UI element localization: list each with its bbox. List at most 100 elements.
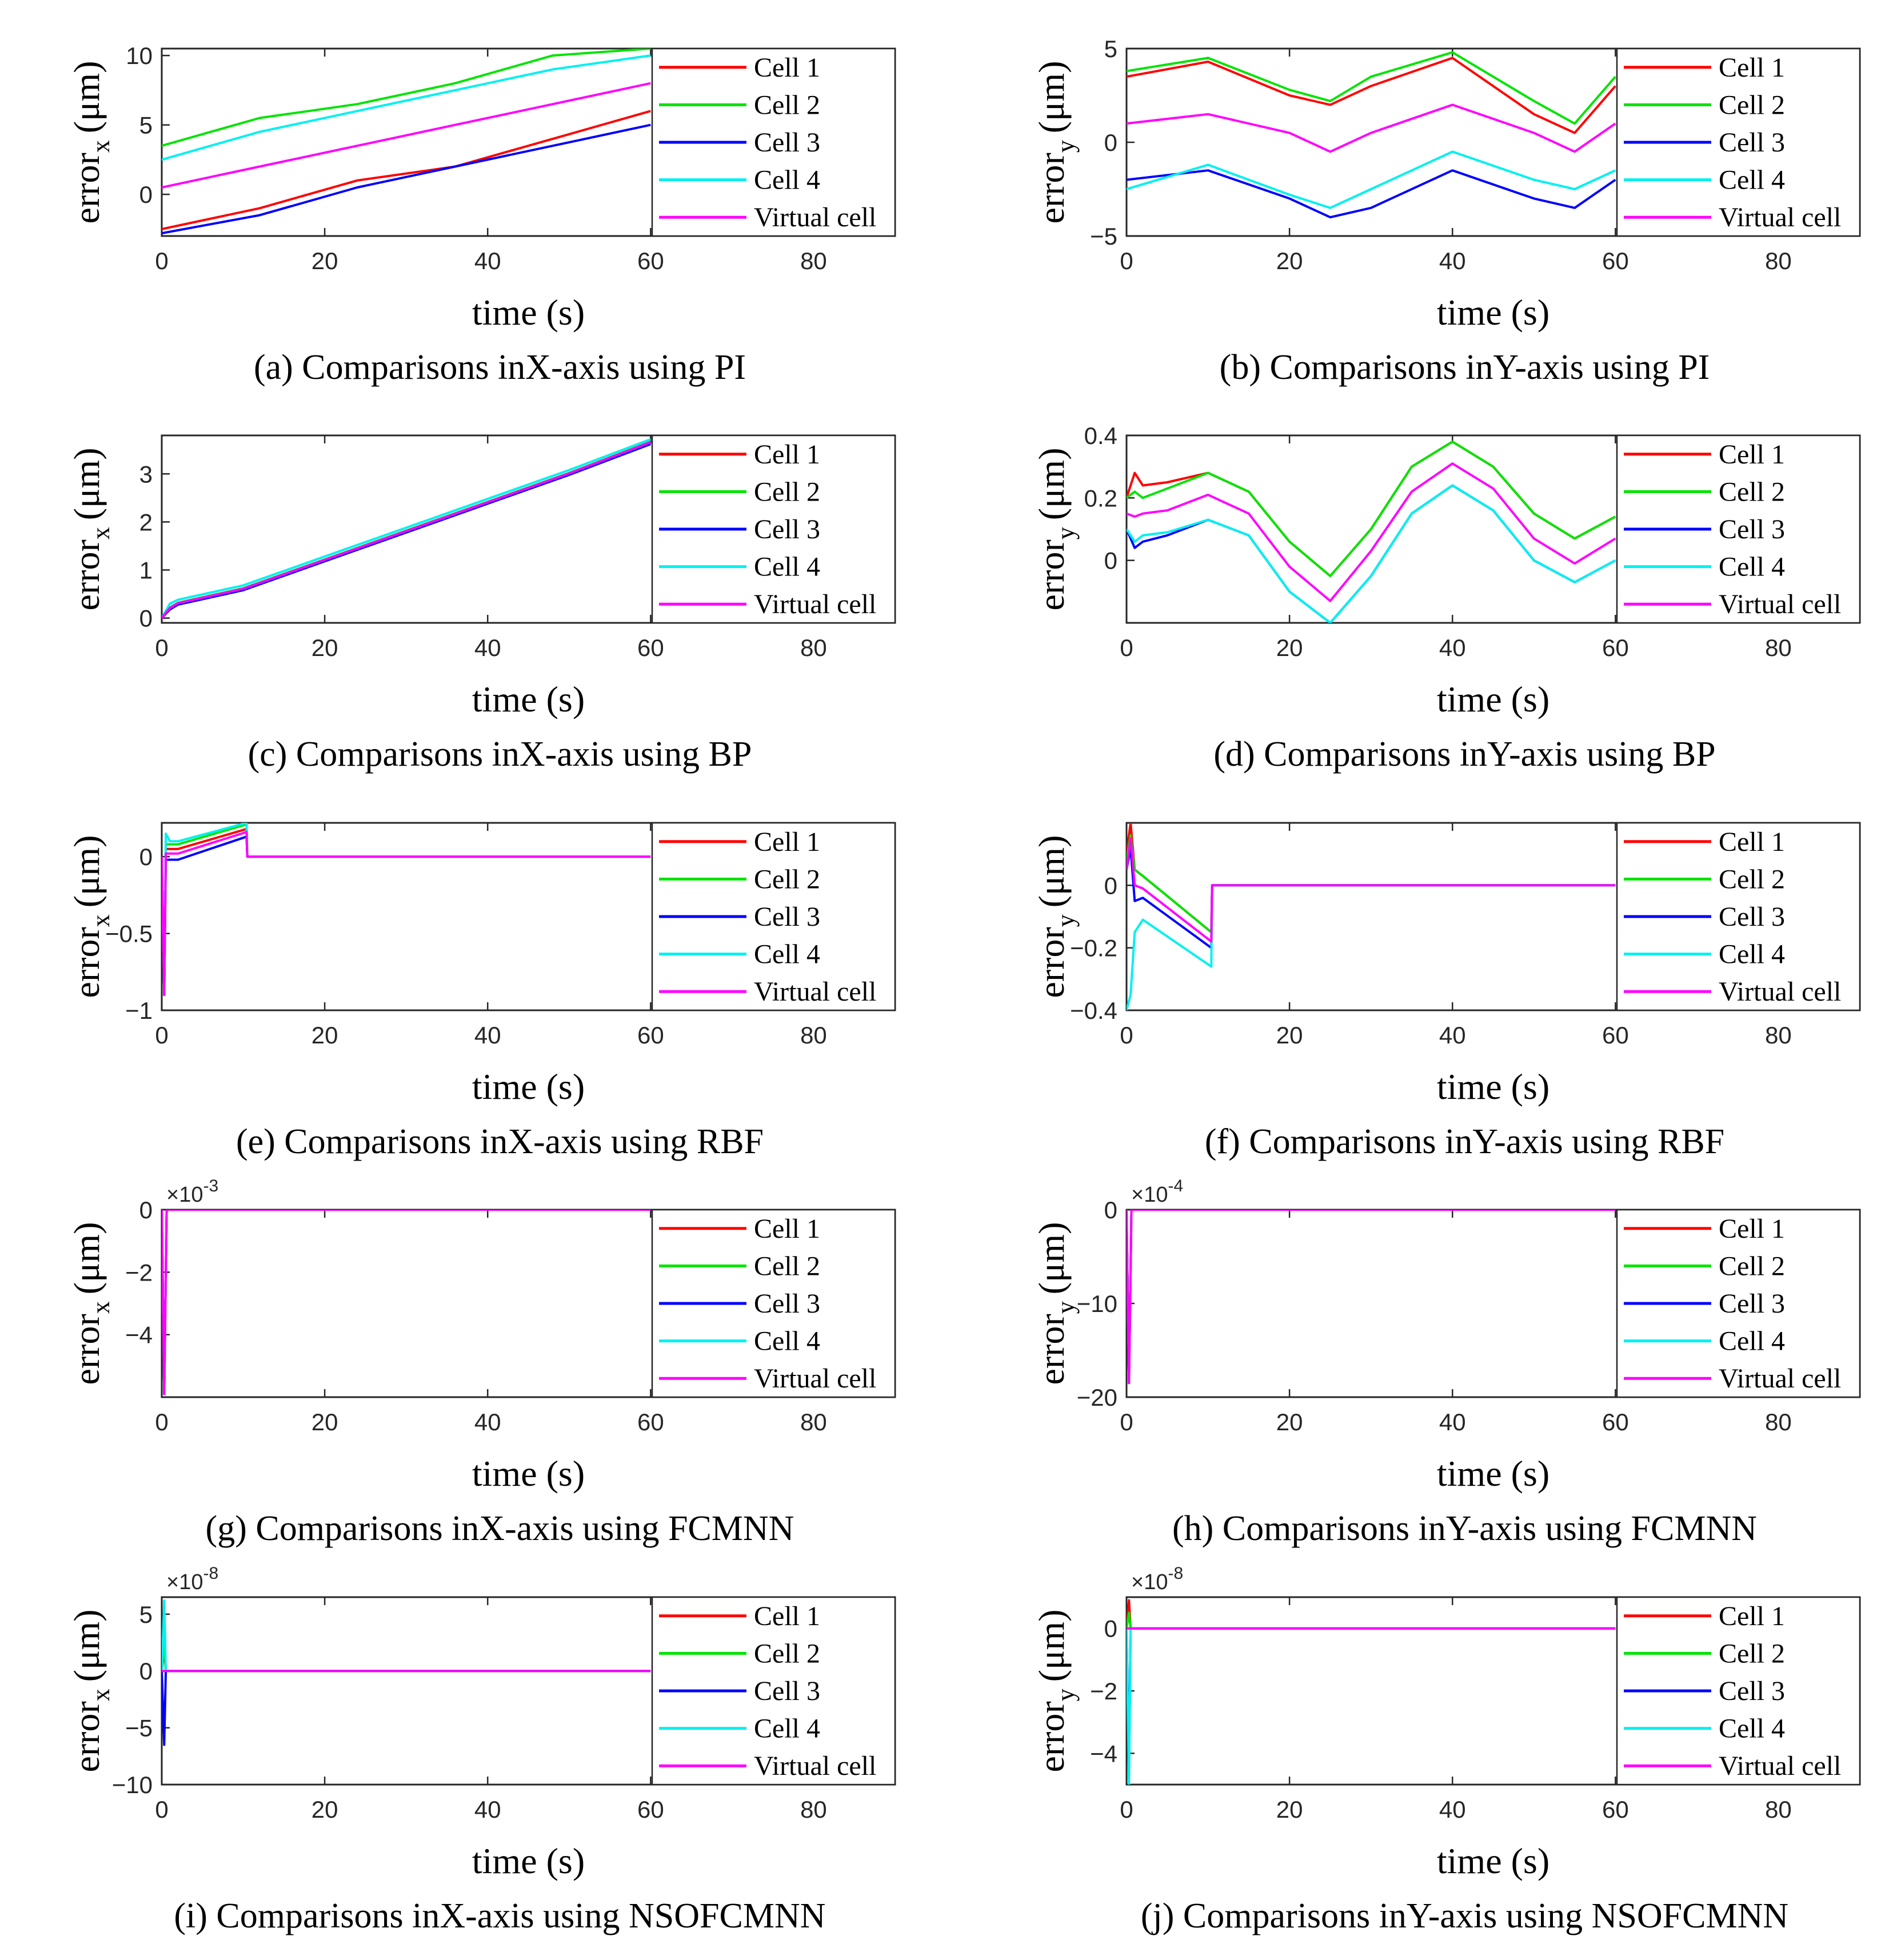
x-tick-label: 0 [155, 1022, 168, 1049]
y-tick-label: −0.5 [105, 921, 153, 947]
x-tick-label: 0 [155, 1409, 168, 1435]
legend-entry: Cell 3 [754, 902, 820, 932]
x-tick-label: 0 [1120, 1022, 1133, 1049]
legend-entry: Cell 4 [754, 1714, 820, 1744]
legend-entry: Cell 4 [1719, 165, 1785, 195]
legend-entry: Cell 3 [754, 1289, 820, 1319]
y-tick-label: 1 [139, 557, 153, 583]
x-tick-label: 60 [637, 1409, 664, 1435]
x-tick-label: 80 [800, 1796, 827, 1823]
x-axis-title: time (s) [1437, 1453, 1549, 1494]
legend-entry: Cell 3 [1719, 1289, 1785, 1319]
y-tick-label: 0 [139, 1658, 153, 1685]
x-tick-label: 20 [1276, 1022, 1303, 1049]
legend-entry: Virtual cell [1719, 589, 1841, 619]
series-line-4 [1127, 484, 1616, 623]
x-tick-label: 80 [1765, 1022, 1792, 1049]
x-tick-label: 20 [1276, 1796, 1303, 1823]
x-tick-label: 0 [1120, 247, 1133, 274]
legend: Cell 1 Cell 2 Cell 3 Cell 4 Virtual cell [651, 47, 896, 237]
y-exponent: ×10-8 [166, 1564, 218, 1594]
x-tick-label: 20 [1276, 1409, 1303, 1435]
series-line-3 [162, 123, 651, 235]
x-tick-label: 20 [1276, 634, 1303, 661]
series-group [162, 823, 651, 997]
y-tick-label: −4 [125, 1322, 153, 1349]
x-tick-label: 60 [637, 634, 664, 661]
legend-entry: Cell 2 [754, 864, 820, 894]
series-line-4 [162, 54, 651, 161]
x-tick-label: 20 [311, 1796, 338, 1823]
legend-entry: Cell 4 [754, 939, 820, 970]
legend-entry: Virtual cell [754, 1363, 876, 1394]
y-axis-title: errory(μm) [1031, 835, 1080, 998]
y-tick-label: 0 [139, 1197, 153, 1223]
x-tick-label: 80 [1765, 247, 1792, 274]
y-tick-label: 0 [139, 181, 153, 208]
y-tick-label: 0 [139, 843, 153, 870]
series-line-4 [162, 438, 652, 619]
legend: Cell 1 Cell 2 Cell 3 Cell 4 Virtual cell [651, 822, 896, 1011]
chart-panel-e: 0 20 40 60 80 −1 −0.5 0 Cell 1 Cell 2 Cell 3 Cell 4… [66, 822, 896, 1161]
legend-entry: Cell 2 [754, 1251, 820, 1281]
y-tick-label: 0 [1104, 1197, 1117, 1223]
legend: Cell 1 Cell 2 Cell 3 Cell 4 Virtual cell [1616, 1596, 1861, 1786]
legend-entry: Cell 1 [754, 53, 820, 83]
y-axis-title: errory(μm) [1031, 1609, 1080, 1772]
y-exponent-value: -8 [203, 1564, 218, 1583]
x-tick-label: 20 [311, 247, 338, 274]
y-tick-label: −2 [125, 1259, 153, 1286]
panel-caption: (d) Comparisons inY-axis using BP [1213, 735, 1715, 774]
legend-entry: Cell 1 [754, 827, 820, 857]
chart-panel-a: 0 20 40 60 80 0 5 10 Cell 1 Cell 2 Cell 3 Cell 4 Vir… [66, 42, 896, 387]
x-axis-title: time (s) [1437, 292, 1549, 333]
legend-entry: Cell 2 [1719, 1251, 1785, 1281]
series-group [1127, 823, 1616, 1010]
series-line-5 [1127, 1210, 1616, 1385]
legend-entry: Cell 1 [754, 439, 820, 470]
y-axis-title: errory(μm) [1031, 447, 1080, 610]
y-exponent-value: -8 [1168, 1564, 1183, 1583]
series-line-1 [162, 110, 651, 230]
chart-panel-c: 0 20 40 60 80 0 1 2 3 Cell 1 Cell 2 Cell 3 Cell 4 Vir… [66, 434, 896, 774]
series-line-5 [162, 82, 651, 189]
x-axis-title: time (s) [472, 1066, 585, 1107]
y-tick-label: 0.4 [1084, 422, 1117, 449]
legend: Cell 1 Cell 2 Cell 3 Cell 4 Virtual cell [1616, 822, 1861, 1011]
series-group [162, 1210, 651, 1395]
y-exponent: ×10-3 [166, 1177, 218, 1207]
series-line-3 [162, 443, 652, 619]
y-axis-title: errorx(μm) [66, 835, 115, 998]
legend: Cell 1 Cell 2 Cell 3 Cell 4 Virtual cell [651, 1596, 896, 1786]
legend-entry: Cell 1 [1719, 827, 1785, 857]
series-line-5 [162, 441, 652, 619]
x-tick-label: 0 [155, 634, 168, 661]
x-tick-label: 40 [1439, 1796, 1466, 1823]
legend-entry: Cell 2 [1719, 477, 1785, 507]
x-tick-label: 20 [311, 1022, 338, 1049]
y-tick-label: −10 [112, 1771, 153, 1798]
legend-entry: Virtual cell [1719, 977, 1841, 1007]
legend-entry: Cell 2 [1719, 864, 1785, 894]
legend-entry: Cell 1 [1719, 1601, 1785, 1631]
x-tick-label: 60 [1602, 1796, 1629, 1823]
legend-entry: Cell 4 [754, 165, 820, 195]
legend-entry: Virtual cell [754, 202, 876, 233]
y-tick-label: 2 [139, 509, 153, 535]
legend-entry: Cell 1 [1719, 439, 1785, 470]
legend: Cell 1 Cell 2 Cell 3 Cell 4 Virtual cell [1616, 434, 1861, 624]
series-line-5 [162, 1210, 651, 1395]
legend: Cell 1 Cell 2 Cell 3 Cell 4 Virtual cell [651, 434, 896, 624]
y-exponent: ×10-8 [1131, 1564, 1183, 1594]
chart-panel-d: 0 20 40 60 80 0 0.2 0.4 Cell 1 Cell 2 Cell 3 Cell 4… [1031, 422, 1861, 774]
x-axis-title: time (s) [472, 679, 585, 719]
y-axis-title: errorx(μm) [66, 1609, 115, 1772]
panel-caption: (h) Comparisons inY-axis using FCMNN [1172, 1509, 1757, 1548]
series-group [1127, 440, 1616, 623]
y-tick-label: 5 [139, 1601, 153, 1628]
legend-entry: Cell 3 [754, 127, 820, 158]
series-group [162, 49, 651, 235]
x-axis-title: time (s) [472, 1453, 585, 1494]
